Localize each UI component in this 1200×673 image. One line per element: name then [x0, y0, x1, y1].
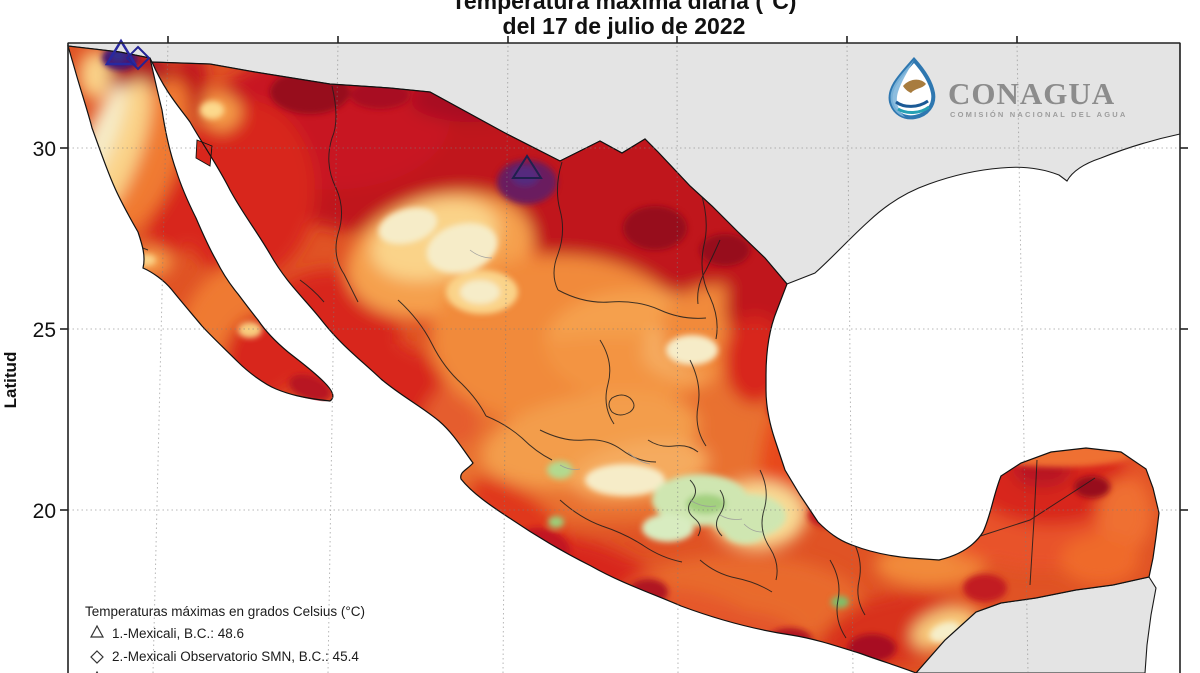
- conagua-logo: CONAGUA COMISIÓN NACIONAL DEL AGUA: [888, 56, 1127, 120]
- map-title: Temperatura máxima diaria (°C) del 17 de…: [68, 0, 1180, 39]
- legend-item-2: 2.-Mexicali Observatorio SMN, B.C.: 45.4: [112, 649, 359, 664]
- y-tick-30: 30: [33, 138, 56, 161]
- y-axis-label: Latitud: [1, 352, 20, 409]
- y-tick-25: 25: [33, 319, 56, 342]
- secondary-boundaries: [469, 249, 763, 533]
- station-markers: [104, 38, 543, 179]
- y-tick-20: 20: [33, 500, 56, 523]
- station-marker-chihuahua-triangle-icon: [511, 154, 543, 179]
- station-marker-mexicali-diamond-icon: [125, 45, 151, 71]
- legend-triangle-icon: [89, 624, 105, 638]
- state-boundaries: [126, 85, 1096, 639]
- legend-item-3: 3.-Ojinaga, Chih.: 44.5: [112, 671, 247, 673]
- legend-title: Temperaturas máximas en grados Celsius (…: [85, 604, 365, 619]
- map-title-line2: del 17 de julio de 2022: [502, 13, 746, 39]
- legend-item-1: 1.-Mexicali, B.C.: 48.6: [112, 626, 244, 641]
- coastline-outline: [67, 45, 1160, 673]
- station-marker-mexicali-triangle-icon: [104, 38, 138, 66]
- map-title-line1: Temperatura máxima diaria (°C): [451, 0, 797, 14]
- axis-ticks: [60, 36, 1188, 511]
- graticule-gridlines: [68, 42, 1180, 673]
- conagua-drop-icon: [888, 56, 936, 120]
- legend-diamond-icon: [90, 650, 104, 664]
- conagua-tagline: COMISIÓN NACIONAL DEL AGUA: [950, 110, 1127, 119]
- conagua-wordmark: CONAGUA: [948, 76, 1115, 111]
- map-legend: Temperaturas máximas en grados Celsius (…: [85, 604, 365, 673]
